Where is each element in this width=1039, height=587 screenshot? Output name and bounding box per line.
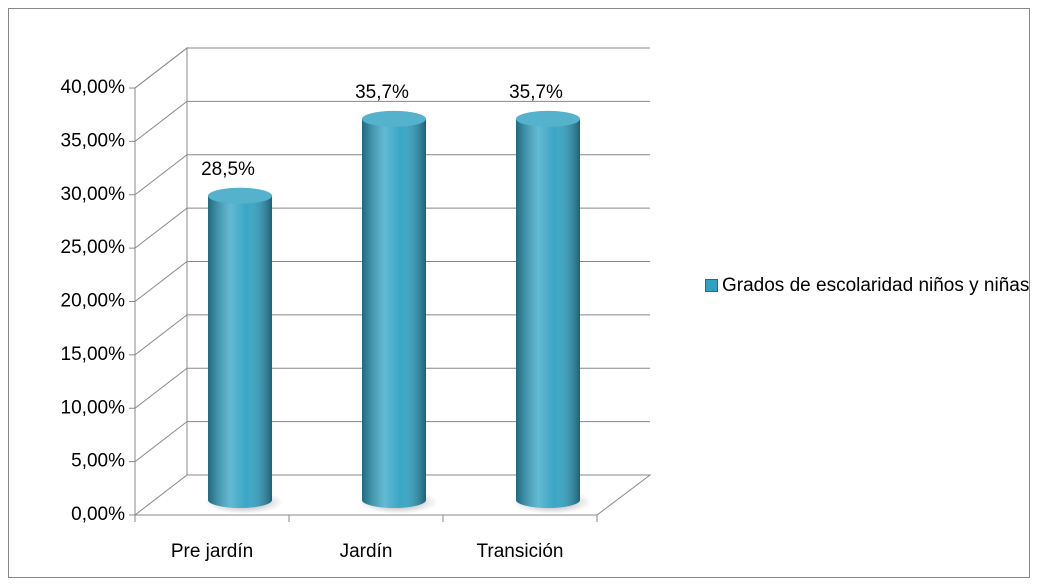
y-tick-label: 5,00% — [71, 451, 125, 472]
y-tick-label: 0,00% — [71, 504, 125, 525]
grid-line — [134, 261, 650, 302]
y-tick-label: 30,00% — [61, 184, 126, 205]
x-tick-label: Jardín — [340, 541, 393, 562]
legend-label: Grados de escolaridad niños y niñas — [722, 275, 1030, 296]
x-tick-label: Transición — [477, 541, 564, 562]
y-tick-label: 15,00% — [61, 344, 126, 365]
grid-line — [134, 421, 650, 463]
bar — [516, 110, 580, 508]
x-tick-label: Pre jardín — [171, 541, 253, 562]
grid-line — [134, 207, 650, 249]
grid-line — [134, 100, 650, 142]
y-tick-label: 10,00% — [61, 397, 126, 418]
grid-line — [134, 47, 650, 89]
chart-border — [8, 8, 1030, 578]
y-tick-label: 25,00% — [61, 237, 126, 258]
bar — [362, 110, 426, 508]
data-label: 28,5% — [201, 159, 255, 180]
legend: Grados de escolaridad niños y niñas — [705, 272, 1035, 299]
legend-swatch — [705, 279, 718, 292]
grid-line — [134, 314, 650, 356]
y-tick-label: 35,00% — [61, 130, 126, 151]
data-label: 35,7% — [355, 82, 409, 103]
data-label: 35,7% — [509, 82, 563, 103]
y-tick-label: 20,00% — [61, 291, 126, 312]
bar — [208, 187, 272, 508]
y-tick-label: 40,00% — [61, 77, 126, 98]
grid-line — [134, 154, 650, 196]
grid-line — [134, 367, 650, 409]
